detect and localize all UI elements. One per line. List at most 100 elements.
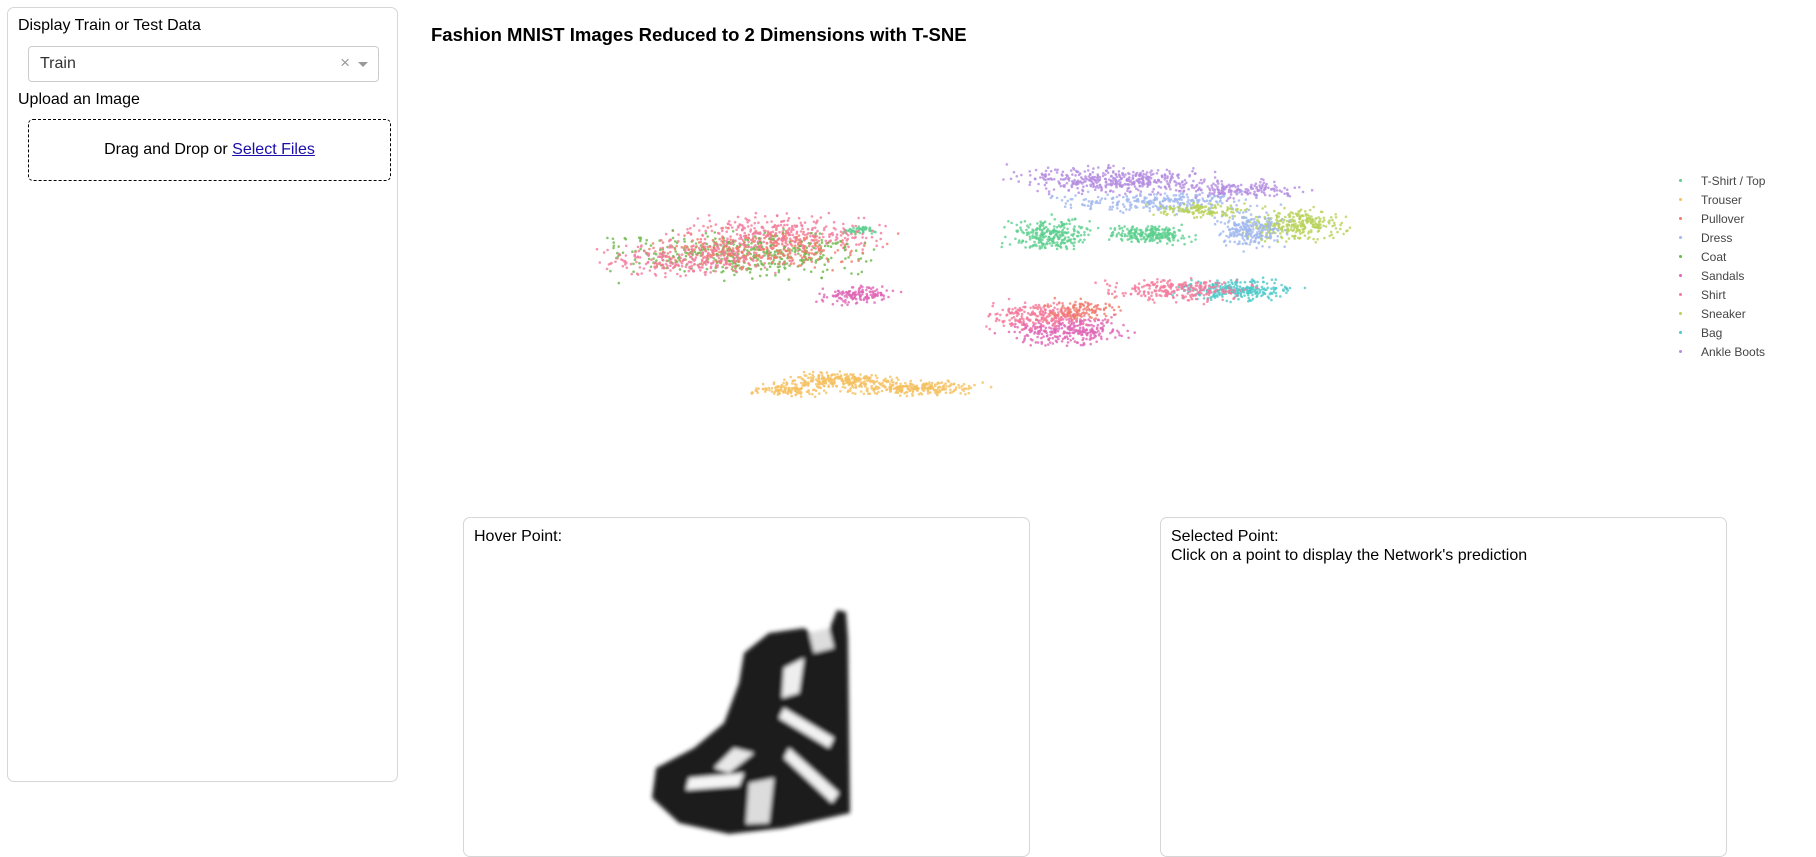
scatter-point[interactable] [1206, 185, 1209, 188]
scatter-point[interactable] [1160, 289, 1164, 293]
scatter-point[interactable] [1057, 237, 1060, 241]
scatter-point[interactable] [1220, 210, 1224, 214]
scatter-point[interactable] [1219, 221, 1223, 224]
scatter-point[interactable] [1013, 330, 1016, 334]
scatter-point[interactable] [1263, 240, 1267, 243]
scatter-point[interactable] [1244, 198, 1248, 201]
scatter-point[interactable] [1187, 299, 1191, 302]
scatter-point[interactable] [1010, 317, 1014, 320]
scatter-point[interactable] [1181, 287, 1185, 290]
scatter-point[interactable] [701, 266, 704, 269]
scatter-point[interactable] [827, 211, 831, 215]
scatter-point[interactable] [771, 230, 775, 233]
scatter-point[interactable] [1101, 319, 1105, 322]
scatter-point[interactable] [1189, 295, 1193, 299]
scatter-point[interactable] [707, 248, 710, 251]
scatter-point[interactable] [845, 373, 848, 376]
scatter-point[interactable] [1118, 179, 1121, 182]
scatter-point[interactable] [745, 267, 748, 271]
scatter-point[interactable] [1241, 242, 1245, 246]
scatter-point[interactable] [1195, 194, 1199, 197]
scatter-point[interactable] [723, 257, 726, 260]
scatter-point[interactable] [1065, 181, 1069, 185]
scatter-point[interactable] [1081, 177, 1084, 181]
scatter-point[interactable] [664, 272, 667, 275]
scatter-point[interactable] [1221, 230, 1225, 233]
scatter-point[interactable] [1291, 218, 1294, 221]
scatter-point[interactable] [1239, 281, 1242, 284]
scatter-point[interactable] [1117, 224, 1121, 228]
scatter-point[interactable] [755, 237, 758, 240]
scatter-point[interactable] [1156, 281, 1159, 284]
scatter-point[interactable] [1118, 227, 1121, 230]
scatter-point[interactable] [872, 248, 876, 251]
scatter-point[interactable] [1252, 228, 1255, 231]
scatter-point[interactable] [1169, 287, 1173, 290]
scatter-point[interactable] [861, 236, 864, 239]
scatter-point[interactable] [757, 236, 761, 240]
scatter-point[interactable] [1126, 179, 1130, 182]
scatter-point[interactable] [861, 285, 864, 289]
scatter-point[interactable] [1151, 281, 1154, 284]
scatter-point[interactable] [1151, 205, 1155, 208]
scatter-point[interactable] [1020, 173, 1023, 177]
scatter-point[interactable] [1323, 236, 1326, 240]
scatter-point[interactable] [1219, 197, 1222, 200]
scatter-point[interactable] [723, 252, 726, 255]
scatter-point[interactable] [1185, 193, 1189, 196]
scatter-point[interactable] [1075, 169, 1078, 173]
scatter-point[interactable] [854, 232, 857, 236]
scatter-point[interactable] [1041, 224, 1045, 227]
scatter-point[interactable] [1179, 185, 1182, 188]
scatter-point[interactable] [1139, 192, 1142, 196]
scatter-point[interactable] [791, 233, 795, 237]
scatter-point[interactable] [821, 376, 824, 380]
scatter-point[interactable] [1265, 231, 1268, 235]
scatter-point[interactable] [1175, 293, 1179, 297]
scatter-point[interactable] [1137, 287, 1141, 291]
scatter-point[interactable] [1220, 180, 1223, 183]
scatter-point[interactable] [1263, 193, 1267, 197]
scatter-point[interactable] [1083, 318, 1086, 322]
scatter-point[interactable] [814, 378, 818, 381]
scatter-point[interactable] [799, 221, 803, 225]
scatter-point[interactable] [1180, 237, 1183, 240]
scatter-point[interactable] [1026, 311, 1030, 315]
scatter-point[interactable] [1258, 229, 1261, 233]
scatter-point[interactable] [1023, 310, 1026, 314]
scatter-point[interactable] [1254, 215, 1258, 219]
scatter-point[interactable] [1078, 302, 1082, 306]
scatter-point[interactable] [845, 375, 848, 379]
scatter-point[interactable] [1079, 180, 1082, 183]
scatter-point[interactable] [1266, 213, 1270, 217]
scatter-point[interactable] [1115, 175, 1119, 179]
scatter-point[interactable] [1078, 225, 1081, 228]
scatter-point[interactable] [1285, 233, 1289, 236]
scatter-point[interactable] [1334, 216, 1338, 219]
scatter-point[interactable] [633, 253, 637, 257]
scatter-point[interactable] [741, 227, 744, 231]
scatter-point[interactable] [1027, 226, 1030, 229]
scatter-point[interactable] [664, 275, 667, 279]
scatter-point[interactable] [751, 277, 754, 280]
scatter-point[interactable] [1245, 210, 1248, 213]
scatter-point[interactable] [1042, 335, 1045, 338]
scatter-point[interactable] [857, 216, 860, 220]
scatter-point[interactable] [714, 242, 717, 245]
scatter-point[interactable] [1229, 189, 1232, 192]
scatter-point[interactable] [1007, 330, 1011, 334]
scatter-point[interactable] [1072, 324, 1076, 327]
scatter-point[interactable] [1221, 298, 1224, 302]
scatter-point[interactable] [846, 242, 849, 246]
scatter-point[interactable] [1022, 318, 1025, 321]
scatter-point[interactable] [1059, 178, 1063, 181]
scatter-point[interactable] [712, 260, 715, 263]
scatter-point[interactable] [1192, 179, 1195, 183]
scatter-point[interactable] [1118, 193, 1121, 197]
scatter-point[interactable] [1154, 286, 1158, 289]
scatter-point[interactable] [722, 269, 725, 273]
scatter-point[interactable] [838, 370, 842, 373]
scatter-point[interactable] [623, 260, 626, 264]
scatter-point[interactable] [827, 379, 831, 383]
scatter-point[interactable] [1154, 204, 1157, 208]
